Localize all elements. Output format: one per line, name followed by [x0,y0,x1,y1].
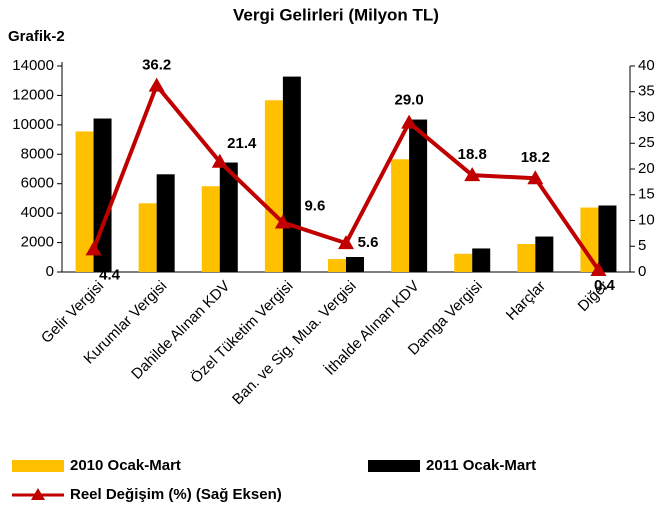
y2-tick-label: 0 [638,263,646,280]
y2-tick-label: 35 [638,83,655,100]
bar [219,162,238,272]
y-tick-label: 8000 [21,145,54,162]
x-tick-label: Özel Tüketim Vergisi [187,277,297,387]
line-marker [590,261,607,276]
bar [75,131,94,272]
data-label: 18.2 [521,149,550,166]
y-tick-label: 12000 [12,86,54,103]
bar [391,159,410,272]
legend-swatch [12,460,64,472]
line-marker [85,241,102,256]
legend-marker [31,488,45,500]
y2-tick-label: 30 [638,108,655,125]
bar [282,76,301,272]
bar [472,248,491,272]
bar [156,174,175,272]
data-label: 29.0 [395,92,424,109]
line-marker [274,214,291,229]
line-marker [338,235,354,250]
y-tick-label: 4000 [21,204,54,221]
x-tick-label: Harçlar [503,278,549,324]
y-tick-label: 0 [46,263,54,280]
data-label: 4.4 [99,266,121,283]
bar [598,205,617,272]
legend-label: 2011 Ocak-Mart [426,457,536,474]
data-label: 5.6 [358,234,379,251]
x-tick-label: Ban. ve Sig. Mua. Vergisi [229,278,360,409]
y-tick-label: 2000 [21,234,54,251]
y2-tick-label: 25 [638,134,655,151]
y2-tick-label: 20 [638,160,655,177]
line-marker [401,114,418,129]
line-marker [464,167,481,182]
legend-label: Reel Değişim (%) (Sağ Eksen) [70,486,282,503]
bar [580,207,599,272]
chart-label: Grafik-2 [8,28,65,45]
data-label: 9.6 [304,198,325,215]
data-label: 21.4 [227,135,257,152]
bar [264,100,283,272]
data-label: 18.8 [458,146,487,163]
y2-tick-label: 40 [638,57,655,74]
data-label: 0.4 [594,277,616,294]
line-marker [148,77,165,92]
data-label: 36.2 [142,57,171,74]
line-marker [211,153,228,168]
bar [328,259,346,272]
x-tick-label: Gelir Vergisi [38,278,107,347]
y2-tick-label: 15 [638,186,655,203]
y2-tick-label: 5 [638,237,646,254]
bar [409,119,428,272]
legend-swatch [368,460,420,472]
bar [346,256,364,272]
bar [138,203,157,272]
chart-title: Vergi Gelirleri (Milyon TL) [233,5,439,24]
y-tick-label: 6000 [21,175,54,192]
bar [454,253,473,272]
y2-tick-label: 10 [638,211,655,228]
bar [201,186,220,272]
bar [517,244,536,272]
legend-label: 2010 Ocak-Mart [70,457,181,474]
y-tick-label: 10000 [12,116,54,133]
y-tick-label: 14000 [12,57,54,74]
line-marker [527,170,544,185]
bar [535,236,554,272]
